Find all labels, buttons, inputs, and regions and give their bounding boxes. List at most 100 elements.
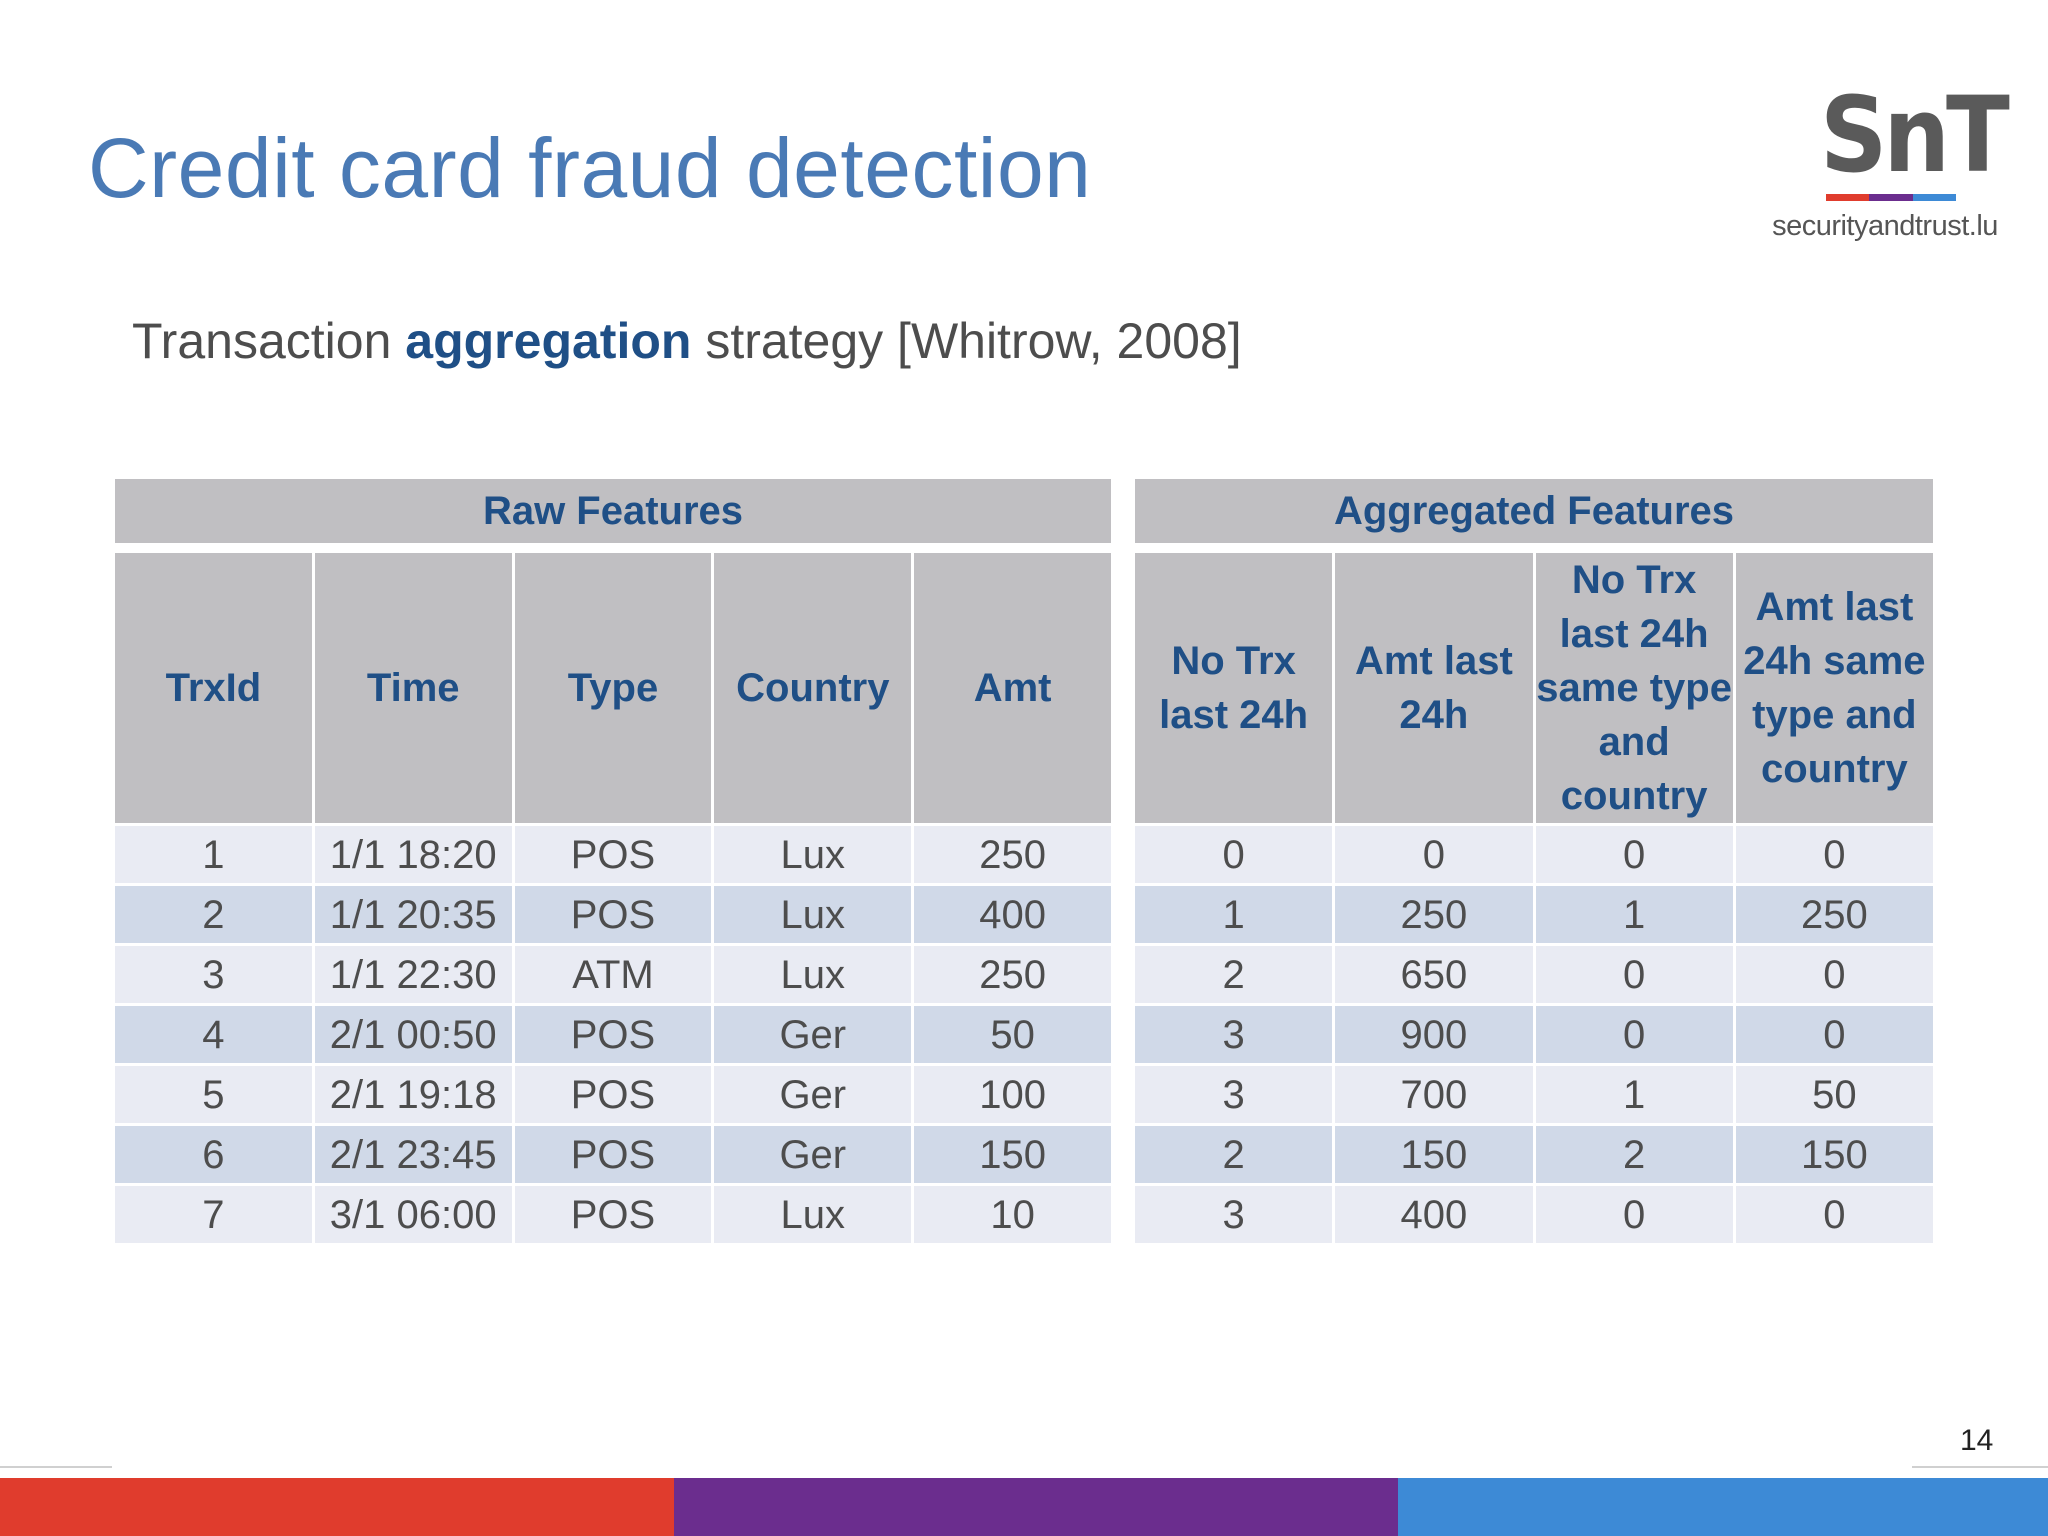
column-header: Amt last 24h	[1332, 550, 1536, 826]
table-cell: 0	[1732, 943, 1937, 1006]
raw-features-table: Raw Features TrxId Time Type Country Amt 1 1/…	[112, 476, 1114, 1246]
table-cell: 1	[112, 823, 315, 886]
table-cell: 3	[1131, 1063, 1336, 1126]
table-cell: 2	[1131, 1123, 1336, 1186]
slide-title: Credit card fraud detection	[88, 121, 1092, 215]
column-header: Amt	[911, 550, 1114, 826]
table-row: 7 3/1 06:00 POS Lux 10	[112, 1183, 1114, 1246]
table-cell: POS	[511, 883, 715, 946]
raw-column-headers: TrxId Time Type Country Amt	[112, 550, 1114, 826]
table-cell: Ger	[711, 1063, 915, 1126]
table-cell: 5	[112, 1063, 315, 1126]
table-cell: 7	[112, 1183, 315, 1246]
table-cell: 4	[112, 1003, 315, 1066]
column-header: Amt last 24h same type and country	[1732, 550, 1937, 826]
footer-bar-purple	[674, 1478, 1398, 1536]
table-cell: 250	[1332, 883, 1536, 946]
table-cell: 250	[911, 943, 1114, 1006]
logo-mark: SnT	[1820, 74, 2010, 196]
table-cell: 0	[1532, 943, 1736, 1006]
table-cell: POS	[511, 823, 715, 886]
table-cell: POS	[511, 1003, 715, 1066]
logo-bar-purple	[1869, 194, 1913, 201]
table-cell: Lux	[711, 1183, 915, 1246]
snt-logo: SnT securityandtrust.lu	[1770, 74, 2010, 260]
table-cell: 150	[911, 1123, 1114, 1186]
raw-table-body: 1 1/1 18:20 POS Lux 250 2 1/1 20:35 POS Lux 400 3 1…	[112, 823, 1114, 1246]
table-row: 3 900 0 0	[1131, 1003, 1937, 1066]
table-cell: 2	[1532, 1123, 1736, 1186]
table-cell: 700	[1332, 1063, 1536, 1126]
table-cell: 3	[1131, 1003, 1336, 1066]
table-cell: 0	[1332, 823, 1536, 886]
table-cell: 900	[1332, 1003, 1536, 1066]
column-header: Type	[511, 550, 715, 826]
table-cell: 2	[1131, 943, 1336, 1006]
table-row: 3 700 1 50	[1131, 1063, 1937, 1126]
subtitle-after: strategy [Whitrow, 2008]	[691, 313, 1242, 369]
table-row: 1 1/1 18:20 POS Lux 250	[112, 823, 1114, 886]
table-cell: 0	[1532, 823, 1736, 886]
table-cell: 1	[1532, 883, 1736, 946]
logo-bar-blue	[1912, 194, 1956, 201]
agg-table-body: 0 0 0 0 1 250 1 250 2 650 0 0 3 900 0 0 3 700 1 50 2 150 2 150 3…	[1131, 823, 1937, 1246]
table-cell: 0	[1732, 1183, 1937, 1246]
table-cell: 3/1 06:00	[311, 1183, 515, 1246]
table-cell: 150	[1332, 1123, 1536, 1186]
logo-color-bars	[1826, 194, 1956, 201]
table-row: 6 2/1 23:45 POS Ger 150	[112, 1123, 1114, 1186]
table-cell: Lux	[711, 883, 915, 946]
table-row: 2 150 2 150	[1131, 1123, 1937, 1186]
column-header: Time	[311, 550, 515, 826]
footer-bar-red	[0, 1478, 674, 1536]
table-cell: 400	[911, 883, 1114, 946]
table-cell: 1/1 22:30	[311, 943, 515, 1006]
table-cell: 2/1 00:50	[311, 1003, 515, 1066]
subtitle-before: Transaction	[132, 313, 406, 369]
table-row: 2 1/1 20:35 POS Lux 400	[112, 883, 1114, 946]
table-cell: 1	[1532, 1063, 1736, 1126]
page-number: 14	[1960, 1424, 1994, 1457]
table-cell: 0	[1532, 1183, 1736, 1246]
footer-color-bar	[0, 1478, 2048, 1536]
table-cell: POS	[511, 1123, 715, 1186]
table-cell: 3	[1131, 1183, 1336, 1246]
table-cell: 150	[1732, 1123, 1937, 1186]
table-cell: POS	[511, 1063, 715, 1126]
table-cell: 2/1 23:45	[311, 1123, 515, 1186]
table-cell: 0	[1532, 1003, 1736, 1066]
table-row: 3 400 0 0	[1131, 1183, 1937, 1246]
table-cell: 6	[112, 1123, 315, 1186]
aggregated-features-table: Aggregated Features No Trx last 24h Amt l…	[1131, 476, 1937, 1246]
column-header: Country	[711, 550, 915, 826]
table-cell: 0	[1732, 823, 1937, 886]
table-cell: 50	[1732, 1063, 1937, 1126]
table-cell: 250	[911, 823, 1114, 886]
table-cell: Lux	[711, 823, 915, 886]
table-cell: Lux	[711, 943, 915, 1006]
logo-bar-red	[1826, 194, 1870, 201]
table-row: 2 650 0 0	[1131, 943, 1937, 1006]
table-cell: 2	[112, 883, 315, 946]
table-cell: 0	[1131, 823, 1336, 886]
table-cell: 3	[112, 943, 315, 1006]
table-cell: 1/1 18:20	[311, 823, 515, 886]
table-cell: 2/1 19:18	[311, 1063, 515, 1126]
table-cell: 650	[1332, 943, 1536, 1006]
table-cell: 1/1 20:35	[311, 883, 515, 946]
table-cell: 1	[1131, 883, 1336, 946]
column-header: No Trx last 24h same type and country	[1532, 550, 1736, 826]
table-cell: 400	[1332, 1183, 1536, 1246]
column-header: No Trx last 24h	[1131, 550, 1336, 826]
table-cell: Ger	[711, 1123, 915, 1186]
aggregated-features-header: Aggregated Features	[1132, 476, 1936, 546]
subtitle-emphasis: aggregation	[405, 313, 692, 369]
table-cell: POS	[511, 1183, 715, 1246]
table-row: 5 2/1 19:18 POS Ger 100	[112, 1063, 1114, 1126]
table-row: 4 2/1 00:50 POS Ger 50	[112, 1003, 1114, 1066]
raw-features-header: Raw Features	[112, 476, 1114, 546]
subtitle: Transaction aggregation strategy [Whitro…	[132, 312, 1242, 370]
footer-rule-left	[0, 1466, 112, 1468]
table-row: 1 250 1 250	[1131, 883, 1937, 946]
